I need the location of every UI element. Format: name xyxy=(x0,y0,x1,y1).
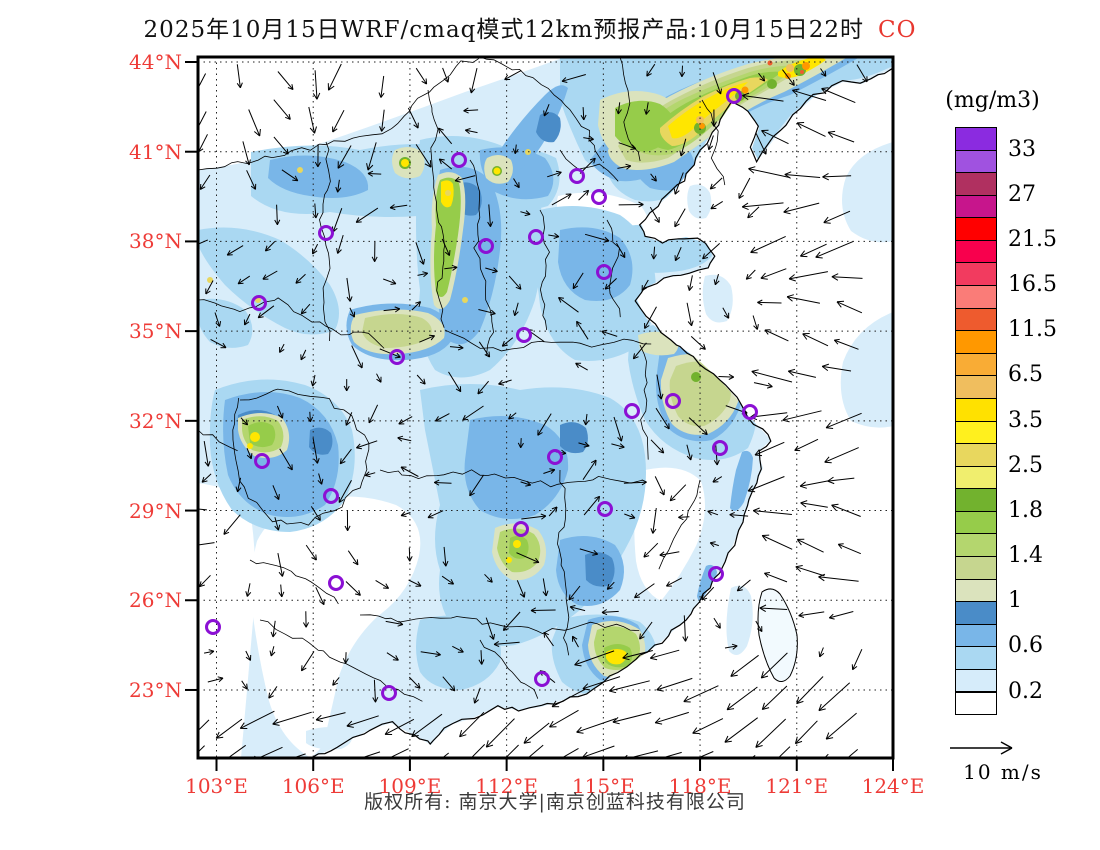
lat-label: 38°N xyxy=(129,229,182,254)
colorbar-swatch xyxy=(955,578,997,603)
lat-label: 32°N xyxy=(129,408,182,433)
colorbar-swatch xyxy=(955,556,997,580)
lon-label: 112°E xyxy=(475,774,539,798)
city-marker xyxy=(624,403,640,419)
colorbar-label: 1 xyxy=(1008,588,1022,614)
colorbar-swatch xyxy=(955,330,997,354)
city-marker xyxy=(534,671,550,687)
lat-label: 23°N xyxy=(129,677,182,702)
colorbar-swatch xyxy=(955,285,997,309)
colorbar-swatch xyxy=(955,194,997,219)
axis-ticks xyxy=(185,61,894,771)
colorbar-swatch xyxy=(955,443,997,467)
colorbar-swatch xyxy=(955,465,997,490)
copyright-footer: 版权所有: 南京大学|南京创蓝科技有限公司 xyxy=(364,791,746,813)
title-text: 2025年10月15日WRF/cmaq模式12km预报产品:10月15日22时 xyxy=(143,17,864,43)
wind-scale-arrow xyxy=(950,741,1013,755)
city-marker xyxy=(318,225,334,241)
colorbar-label: 16.5 xyxy=(1008,272,1057,298)
colorbar-swatch xyxy=(955,172,997,196)
wind-scale-label: 10 m/s xyxy=(963,760,1043,784)
city-marker xyxy=(569,168,585,184)
colorbar-swatch xyxy=(955,127,997,151)
city-marker xyxy=(254,453,270,469)
city-marker xyxy=(205,619,221,635)
colorbar-swatch xyxy=(955,488,997,512)
coastline xyxy=(312,67,893,758)
colorbar-label: 1.8 xyxy=(1008,497,1043,523)
taiwan-island xyxy=(757,588,798,682)
city-marker xyxy=(528,229,544,245)
city-marker xyxy=(381,685,397,701)
city-marker xyxy=(596,264,612,280)
map-frame xyxy=(196,55,895,760)
lon-label: 106°E xyxy=(281,774,345,798)
lat-label: 29°N xyxy=(129,498,182,523)
colorbar-swatch xyxy=(955,623,997,648)
colorbar-swatch xyxy=(955,149,997,174)
lon-label: 124°E xyxy=(861,774,925,798)
city-marker xyxy=(708,566,724,582)
city-marker xyxy=(516,327,532,343)
city-marker xyxy=(513,521,529,537)
title-species: CO xyxy=(877,17,917,43)
colorbar-label: 27 xyxy=(1008,181,1036,207)
colorbar-label: 21.5 xyxy=(1008,226,1057,252)
city-marker xyxy=(389,349,405,365)
map-interior xyxy=(198,57,893,758)
wind-arrows xyxy=(198,63,868,758)
city-marker xyxy=(547,449,563,465)
lon-label: 109°E xyxy=(378,774,442,798)
lat-label: 26°N xyxy=(129,588,182,613)
city-marker xyxy=(323,488,339,504)
colorbar-swatch xyxy=(955,691,997,716)
city-marker xyxy=(726,88,742,104)
page-title: 2025年10月15日WRF/cmaq模式12km预报产品:10月15日22时 C… xyxy=(0,10,1060,44)
city-marker xyxy=(591,189,607,205)
colorbar-unit-label: (mg/m3) xyxy=(945,88,1040,113)
lat-label: 41°N xyxy=(129,139,182,164)
city-marker xyxy=(451,152,467,168)
colorbar-label: 11.5 xyxy=(1008,317,1057,343)
colorbar-swatch xyxy=(955,239,997,264)
lon-label: 115°E xyxy=(571,774,635,798)
city-marker xyxy=(597,501,613,517)
colorbar-swatch xyxy=(955,217,997,241)
province-borders xyxy=(198,57,726,702)
city-marker xyxy=(251,295,267,311)
lon-label: 121°E xyxy=(765,774,829,798)
colorbar-label: 1.4 xyxy=(1008,543,1043,569)
colorbar-label: 6.5 xyxy=(1008,362,1043,388)
colorbar-label: 0.2 xyxy=(1008,678,1043,704)
city-marker xyxy=(665,393,681,409)
city-marker xyxy=(478,238,494,254)
colorbar-swatch xyxy=(955,352,997,377)
lat-label: 44°N xyxy=(129,50,182,74)
colorbar-swatch xyxy=(955,646,997,670)
colorbar-swatch xyxy=(955,601,997,625)
city-marker xyxy=(712,440,728,456)
lon-label: 118°E xyxy=(668,774,732,798)
city-marker xyxy=(742,404,758,420)
colorbar-swatch xyxy=(955,533,997,558)
colorbar-swatch xyxy=(955,510,997,535)
colorbar-swatch xyxy=(955,397,997,422)
city-markers xyxy=(205,88,758,701)
colorbar-swatch xyxy=(955,262,997,287)
colorbar-label: 2.5 xyxy=(1008,452,1043,478)
colorbar-swatch xyxy=(955,307,997,332)
city-marker xyxy=(328,575,344,591)
colorbar-label: 3.5 xyxy=(1008,407,1043,433)
graticule xyxy=(198,57,893,758)
colorbar-label: 33 xyxy=(1008,136,1036,162)
colorbar-label: 0.6 xyxy=(1008,633,1043,659)
ocean xyxy=(311,68,893,758)
colorbar-swatch xyxy=(955,668,997,693)
lat-label: 35°N xyxy=(129,319,182,344)
colorbar-swatch xyxy=(955,375,997,399)
lon-label: 103°E xyxy=(185,774,248,798)
colorbar-swatch xyxy=(955,420,997,445)
